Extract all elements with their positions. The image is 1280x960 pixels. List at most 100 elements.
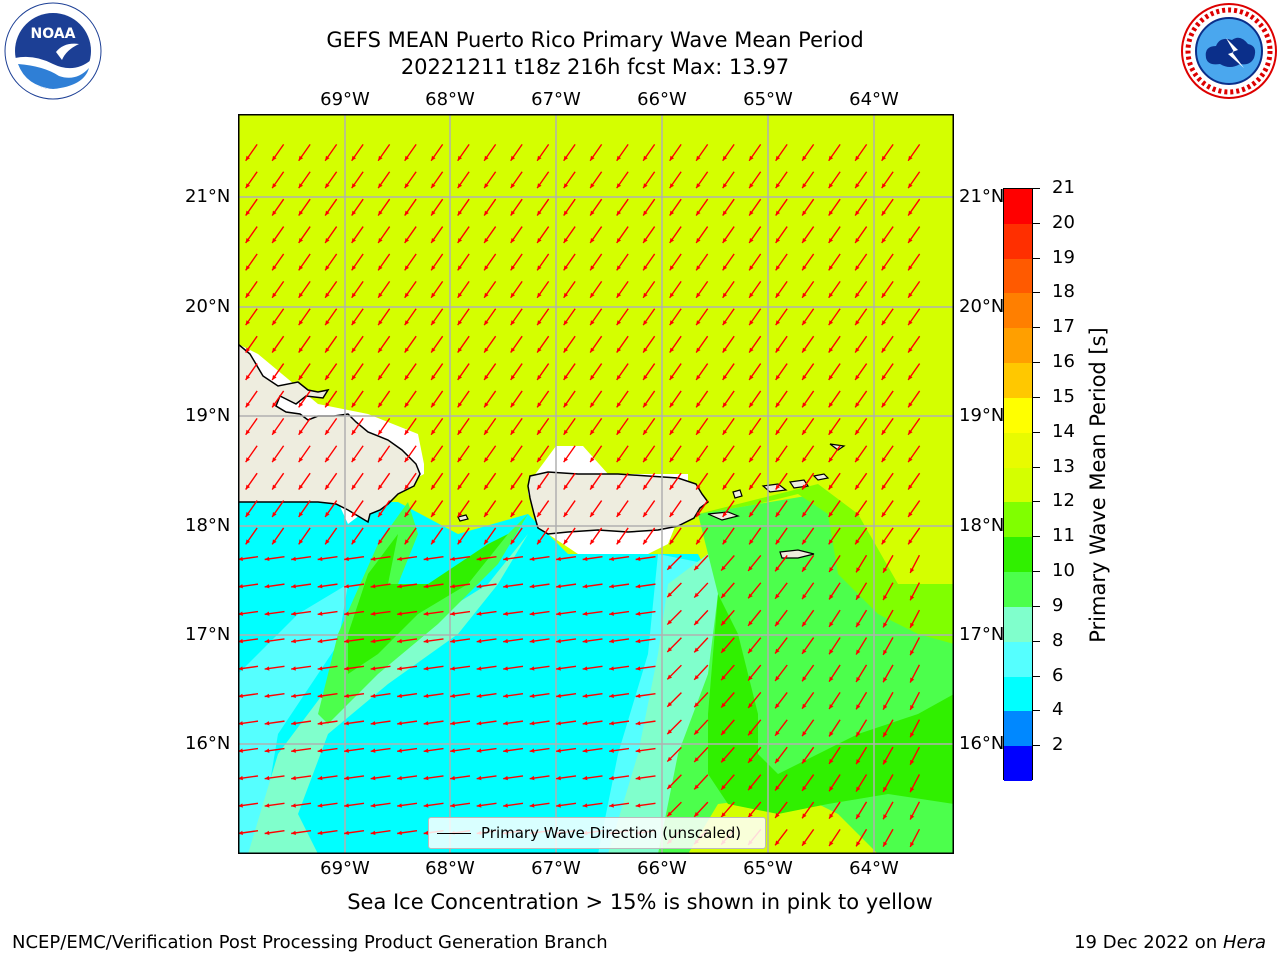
wave-arrow-head bbox=[802, 155, 807, 161]
wave-arrow-head bbox=[881, 347, 887, 353]
wave-arrow-head bbox=[378, 210, 383, 216]
wave-arrow-head bbox=[667, 702, 673, 707]
footer-date-text: 19 Dec 2022 on bbox=[1074, 932, 1223, 953]
wave-arrow-head bbox=[828, 238, 834, 243]
wave-arrow-head bbox=[635, 775, 641, 781]
wave-arrow-head bbox=[855, 210, 860, 216]
wave-arrow-head bbox=[855, 347, 860, 353]
wave-arrow-head bbox=[537, 457, 542, 463]
wave-arrow-head bbox=[748, 730, 753, 736]
wave-arrow-head bbox=[829, 731, 834, 737]
wave-arrow-head bbox=[802, 785, 807, 791]
wave-arrow-head bbox=[802, 429, 807, 435]
wave-arrow-head bbox=[829, 841, 834, 847]
wave-arrow-head bbox=[238, 666, 243, 671]
wave-arrow-head bbox=[351, 429, 357, 435]
wave-arrow-head bbox=[775, 292, 781, 298]
wave-arrow-head bbox=[556, 721, 561, 726]
wave-arrow-head bbox=[272, 457, 277, 463]
wave-arrow-head bbox=[775, 566, 780, 572]
wave-arrow-head bbox=[775, 785, 780, 791]
wave-arrow-head bbox=[669, 375, 675, 380]
colorbar-segment bbox=[1004, 676, 1032, 712]
wave-arrow-head bbox=[404, 265, 410, 271]
wave-arrow-head bbox=[370, 556, 376, 562]
wave-arrow-head bbox=[325, 320, 330, 326]
wave-arrow-head bbox=[722, 402, 728, 408]
wave-arrow-head bbox=[775, 320, 781, 326]
wave-arrow-head bbox=[556, 556, 561, 562]
period-field-12-13 bbox=[698, 484, 954, 644]
wave-arrow-head bbox=[582, 584, 588, 589]
wave-arrow-head bbox=[855, 484, 860, 490]
wave-arrow-head bbox=[476, 693, 482, 699]
wave-arrow-head bbox=[721, 702, 726, 708]
wave-arrow-head bbox=[722, 539, 728, 545]
wave-arrow-head bbox=[722, 347, 728, 353]
wave-arrow-head bbox=[643, 210, 648, 216]
wave-arrow-head bbox=[908, 402, 913, 408]
wave-arrow-head bbox=[828, 210, 834, 216]
wave-arrow-head bbox=[529, 611, 535, 616]
wave-arrow-head bbox=[828, 320, 834, 326]
wave-arrow-head bbox=[317, 666, 323, 671]
colorbar-tick-mark bbox=[1033, 222, 1040, 224]
wave-arrow-head bbox=[881, 210, 887, 216]
wave-arrow-head bbox=[325, 429, 330, 435]
lat-label-right: 16°N bbox=[959, 733, 1005, 754]
wave-arrow-head bbox=[802, 703, 807, 709]
wave-arrow-head bbox=[298, 155, 304, 161]
wave-arrow-head bbox=[291, 556, 296, 562]
wave-arrow-head bbox=[635, 611, 641, 616]
wave-arrow-head bbox=[696, 484, 701, 490]
lon-label-top: 67°W bbox=[531, 89, 581, 110]
land-small-island bbox=[457, 514, 469, 522]
wave-arrow-head bbox=[881, 265, 887, 271]
wave-arrow-head bbox=[721, 784, 726, 790]
wave-arrow-head bbox=[775, 210, 781, 216]
wave-arrow-head bbox=[245, 210, 251, 216]
wave-arrow-head bbox=[669, 210, 675, 216]
wave-arrow-head bbox=[298, 183, 304, 189]
wave-arrow-head bbox=[423, 693, 429, 699]
wave-arrow-head bbox=[722, 183, 728, 189]
wave-arrow-head bbox=[802, 457, 807, 463]
map-legend: Primary Wave Direction (unscaled) bbox=[428, 817, 766, 849]
wave-arrow-head bbox=[344, 638, 349, 644]
footer-date: 19 Dec 2022 on Hera bbox=[1074, 932, 1266, 953]
colorbar-segment bbox=[1004, 572, 1032, 608]
wave-arrow-head bbox=[908, 292, 913, 298]
colorbar-segment bbox=[1004, 467, 1032, 503]
wave-arrow-head bbox=[325, 402, 330, 408]
wave-arrow-head bbox=[351, 512, 357, 517]
wave-arrow-head bbox=[537, 155, 542, 161]
wave-arrow-head bbox=[457, 155, 463, 161]
colorbar-tick-mark bbox=[1033, 431, 1040, 433]
wave-arrow-head bbox=[910, 841, 915, 847]
wave-arrow-head bbox=[351, 265, 357, 271]
wave-arrow-head bbox=[457, 320, 463, 326]
wave-arrow-head bbox=[828, 402, 834, 408]
wave-arrow-head bbox=[722, 375, 728, 380]
wave-arrow-head bbox=[397, 666, 402, 671]
wave-arrow-head bbox=[669, 292, 675, 298]
wave-arrow-head bbox=[325, 265, 330, 271]
colorbar-tick-mark bbox=[1033, 501, 1040, 503]
wave-arrow-head bbox=[423, 830, 429, 836]
wave-arrow-head bbox=[344, 693, 349, 699]
map-panel bbox=[238, 114, 954, 854]
wave-arrow-head bbox=[855, 155, 860, 161]
wave-arrow-head bbox=[344, 611, 349, 616]
wave-arrow-head bbox=[609, 666, 614, 671]
wave-arrow-head bbox=[616, 484, 622, 490]
wave-arrow-head bbox=[370, 775, 376, 781]
wave-arrow-head bbox=[775, 758, 780, 764]
wave-arrow-head bbox=[563, 457, 569, 463]
wave-arrow-head bbox=[828, 292, 834, 298]
wave-arrow-head bbox=[749, 210, 754, 216]
wave-arrow-head bbox=[748, 757, 753, 763]
wave-arrow-head bbox=[667, 565, 673, 570]
wave-arrow-head bbox=[238, 748, 243, 753]
wave-arrow-head bbox=[616, 429, 622, 435]
wave-arrow-head bbox=[423, 666, 429, 671]
